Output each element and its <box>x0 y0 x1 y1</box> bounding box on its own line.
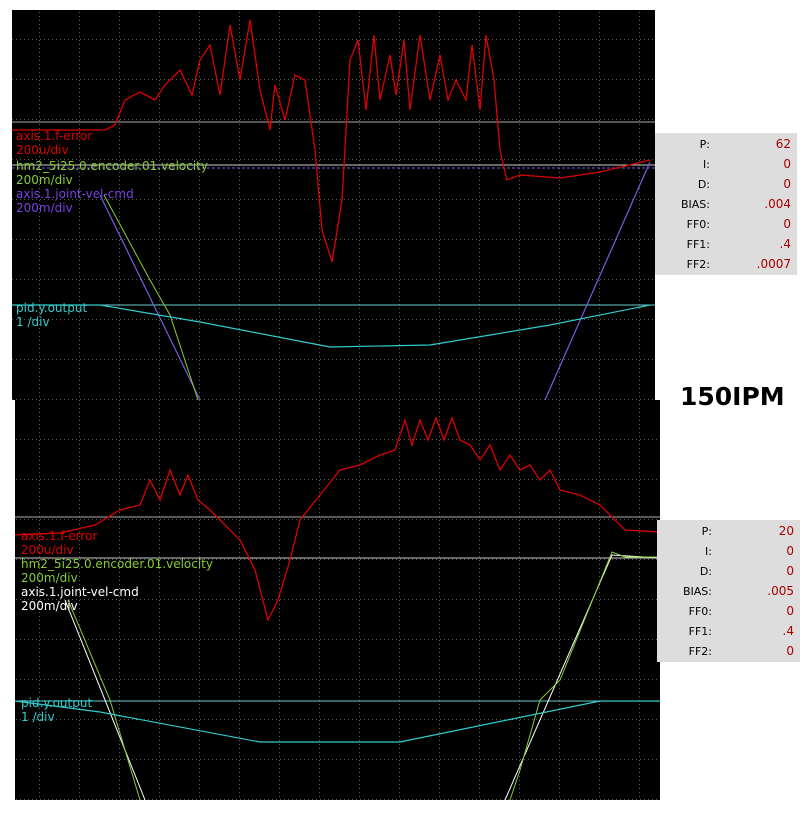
trace-scale: 1 /div <box>21 710 55 724</box>
trace-name: pid.y.output <box>21 696 92 710</box>
param-label: D: <box>698 178 710 191</box>
param-value: 0 <box>786 604 794 618</box>
scope-bottom <box>14 400 661 801</box>
param-label: FF1: <box>689 625 712 638</box>
trace-scale: 1 /div <box>16 315 50 329</box>
trace-name: hm2_5i25.0.encoder.01.velocity <box>21 557 213 571</box>
param-label: FF0: <box>687 218 710 231</box>
trace-scale: 200u/div <box>16 143 69 157</box>
trace-scale: 200m/div <box>16 201 73 215</box>
param-label: I: <box>705 545 712 558</box>
param-value: .4 <box>783 624 794 638</box>
param-value: .005 <box>767 584 794 598</box>
param-label: P: <box>700 138 710 151</box>
param-label: FF0: <box>689 605 712 618</box>
param-value: 0 <box>786 564 794 578</box>
scope-top <box>12 10 655 401</box>
param-label: BIAS: <box>683 585 712 598</box>
param-value: 0 <box>783 177 791 191</box>
trace-name: axis.1.f-error <box>21 529 97 543</box>
param-label: D: <box>700 565 712 578</box>
pid-panel <box>657 520 800 662</box>
param-value: 0 <box>786 544 794 558</box>
trace-scale: 200u/div <box>21 543 74 557</box>
param-value: 0 <box>783 217 791 231</box>
param-label: FF1: <box>687 238 710 251</box>
param-value: .004 <box>764 197 791 211</box>
trace-name: pid.y.output <box>16 301 87 315</box>
trace-name: axis.1.joint-vel-cmd <box>21 585 139 599</box>
param-label: FF2: <box>687 258 710 271</box>
param-value: 62 <box>776 137 791 151</box>
param-value: .4 <box>780 237 791 251</box>
param-label: BIAS: <box>681 198 710 211</box>
trace-name: axis.1.f-error <box>16 129 92 143</box>
param-value: 0 <box>786 644 794 658</box>
trace-scale: 200m/div <box>21 599 78 613</box>
param-value: 20 <box>779 524 794 538</box>
trace-name: hm2_5i25.0.encoder.01.velocity <box>16 159 208 173</box>
trace-name: axis.1.joint-vel-cmd <box>16 187 134 201</box>
param-value: .0007 <box>757 257 791 271</box>
param-label: I: <box>703 158 710 171</box>
param-label: P: <box>702 525 712 538</box>
trace-scale: 200m/div <box>21 571 78 585</box>
param-label: FF2: <box>689 645 712 658</box>
speed-label: 150IPM <box>680 382 785 411</box>
pid-panel <box>655 133 797 275</box>
trace-scale: 200m/div <box>16 173 73 187</box>
param-value: 0 <box>783 157 791 171</box>
